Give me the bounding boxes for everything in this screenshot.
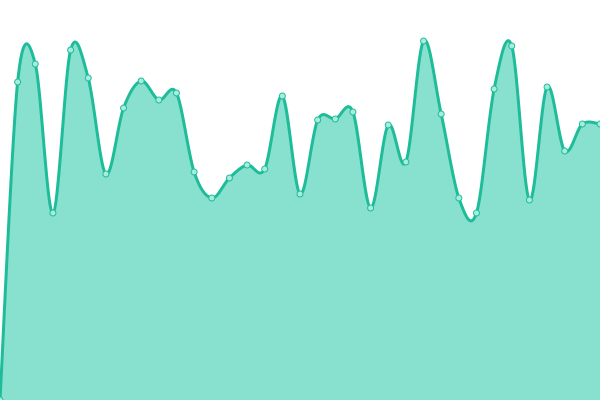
- point: [455, 194, 463, 202]
- point: [420, 37, 428, 45]
- point: [314, 116, 322, 124]
- point: [278, 92, 286, 100]
- point: [84, 74, 92, 82]
- point: [172, 89, 180, 97]
- point: [490, 85, 498, 93]
- point: [472, 209, 480, 217]
- point: [261, 165, 269, 173]
- point: [367, 204, 375, 212]
- point: [349, 108, 357, 116]
- point: [190, 168, 198, 176]
- point: [508, 42, 516, 50]
- point: [208, 194, 216, 202]
- point: [561, 147, 569, 155]
- point: [49, 209, 57, 217]
- point: [243, 161, 251, 169]
- point: [137, 77, 145, 85]
- point: [384, 121, 392, 129]
- point: [225, 174, 233, 182]
- point: [296, 190, 304, 198]
- point: [67, 46, 75, 54]
- point: [596, 120, 600, 128]
- point: [31, 60, 39, 68]
- point: [331, 115, 339, 123]
- point: [14, 78, 22, 86]
- point: [120, 104, 128, 112]
- point: [543, 83, 551, 91]
- point: [0, 396, 4, 400]
- point: [155, 96, 163, 104]
- point: [437, 110, 445, 118]
- point: [402, 158, 410, 166]
- point: [525, 196, 533, 204]
- point: [102, 170, 110, 178]
- point: [578, 120, 586, 128]
- area: [0, 40, 600, 400]
